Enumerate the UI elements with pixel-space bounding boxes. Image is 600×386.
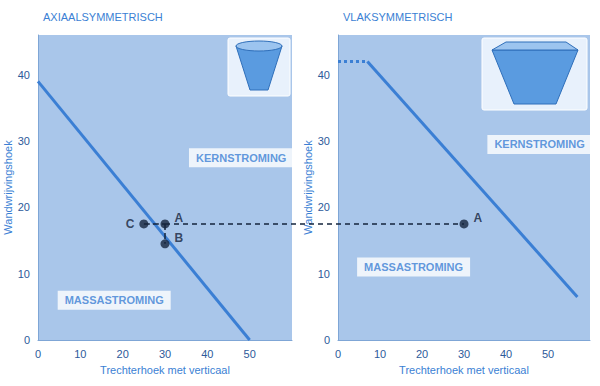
svg-text:20: 20 [117, 348, 129, 360]
svg-text:A: A [474, 211, 483, 225]
svg-text:20: 20 [318, 201, 330, 213]
svg-text:KERNSTROMING: KERNSTROMING [196, 152, 286, 164]
svg-text:0: 0 [35, 348, 41, 360]
svg-text:A: A [175, 211, 184, 225]
svg-text:10: 10 [374, 348, 386, 360]
svg-text:10: 10 [18, 268, 30, 280]
svg-text:40: 40 [500, 348, 512, 360]
svg-text:30: 30 [458, 348, 470, 360]
svg-text:Trechterhoek met verticaal: Trechterhoek met verticaal [100, 364, 230, 376]
svg-text:10: 10 [74, 348, 86, 360]
svg-text:Trechterhoek met verticaal: Trechterhoek met verticaal [399, 364, 529, 376]
svg-text:MASSASTROMING: MASSASTROMING [65, 294, 164, 306]
svg-text:0: 0 [335, 348, 341, 360]
svg-text:VLAKSYMMETRISCH: VLAKSYMMETRISCH [343, 11, 452, 23]
svg-text:50: 50 [542, 348, 554, 360]
svg-text:Wandwrijvingshoek: Wandwrijvingshoek [2, 140, 14, 235]
svg-text:30: 30 [159, 348, 171, 360]
svg-text:40: 40 [18, 69, 30, 81]
svg-text:C: C [126, 217, 135, 231]
svg-text:Wandwrijvingshoek: Wandwrijvingshoek [302, 140, 314, 235]
svg-text:30: 30 [318, 135, 330, 147]
svg-text:20: 20 [18, 201, 30, 213]
svg-text:20: 20 [416, 348, 428, 360]
svg-text:0: 0 [324, 334, 330, 346]
svg-text:B: B [175, 231, 184, 245]
svg-text:AXIAALSYMMETRISCH: AXIAALSYMMETRISCH [43, 11, 163, 23]
svg-text:30: 30 [18, 135, 30, 147]
svg-text:0: 0 [24, 334, 30, 346]
svg-text:40: 40 [318, 69, 330, 81]
svg-text:KERNSTROMING: KERNSTROMING [494, 138, 584, 150]
svg-text:50: 50 [244, 348, 256, 360]
svg-text:MASSASTROMING: MASSASTROMING [364, 261, 463, 273]
svg-text:10: 10 [318, 268, 330, 280]
svg-text:40: 40 [201, 348, 213, 360]
